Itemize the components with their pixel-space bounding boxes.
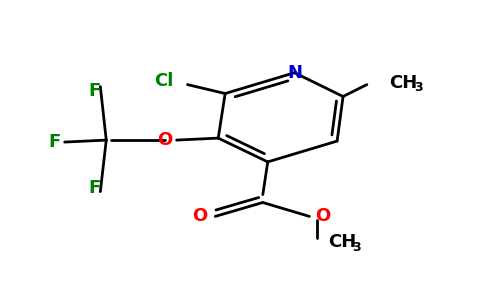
Text: F: F [48,133,61,151]
Text: F: F [88,178,101,196]
Text: 3: 3 [352,241,361,254]
Text: Cl: Cl [154,72,174,90]
Text: CH: CH [389,74,417,92]
Text: F: F [88,82,101,100]
Text: N: N [287,64,302,82]
Text: O: O [192,207,207,225]
Text: 3: 3 [414,81,423,94]
Text: O: O [315,207,331,225]
Text: O: O [157,131,173,149]
Text: CH: CH [328,233,356,251]
